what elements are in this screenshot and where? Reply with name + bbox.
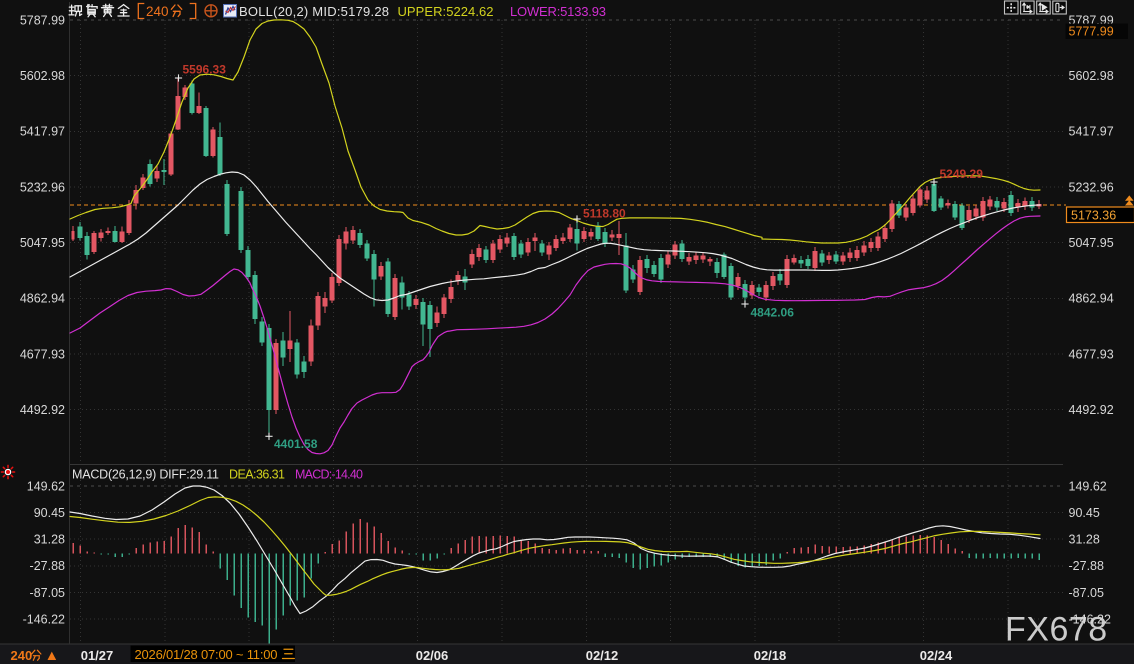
svg-text:5417.97: 5417.97 xyxy=(1069,125,1114,139)
svg-text:5777.99: 5777.99 xyxy=(1069,25,1114,39)
svg-text:4842.06: 4842.06 xyxy=(751,306,795,320)
svg-text:4862.94: 4862.94 xyxy=(20,292,65,306)
svg-text:5249.29: 5249.29 xyxy=(940,167,984,181)
svg-text:BOLL(20,2) MID:5179.28: BOLL(20,2) MID:5179.28 xyxy=(239,4,389,19)
svg-text:-146.22: -146.22 xyxy=(1069,612,1111,626)
svg-text:LOWER:5133.93: LOWER:5133.93 xyxy=(510,4,606,19)
svg-text:4492.92: 4492.92 xyxy=(1069,403,1114,417)
svg-text:4492.92: 4492.92 xyxy=(20,403,65,417)
svg-text:4677.93: 4677.93 xyxy=(20,347,65,361)
svg-text:MACD(26,12,9) DIFF:29.11: MACD(26,12,9) DIFF:29.11 xyxy=(72,468,219,482)
svg-text:240: 240 xyxy=(146,4,169,19)
svg-text:-27.88: -27.88 xyxy=(30,559,65,573)
svg-text:DEA:36.31: DEA:36.31 xyxy=(229,468,285,482)
svg-text:FX678: FX678 xyxy=(1005,611,1108,649)
svg-text:-87.05: -87.05 xyxy=(1069,586,1104,600)
svg-text:UPPER:5224.62: UPPER:5224.62 xyxy=(398,4,494,19)
svg-text:5118.80: 5118.80 xyxy=(583,206,626,220)
svg-text:5047.95: 5047.95 xyxy=(20,236,65,250)
svg-text:-27.88: -27.88 xyxy=(1069,559,1104,573)
svg-text:4677.93: 4677.93 xyxy=(1069,347,1114,361)
svg-text:149.62: 149.62 xyxy=(27,479,65,493)
svg-text:2026/01/28 07:00 ~ 11:00: 2026/01/28 07:00 ~ 11:00 xyxy=(135,647,278,662)
svg-text:5417.97: 5417.97 xyxy=(20,125,65,139)
svg-text:5602.98: 5602.98 xyxy=(20,69,65,83)
svg-text:31.28: 31.28 xyxy=(1069,533,1100,547)
svg-text:240: 240 xyxy=(11,648,33,663)
svg-text:02/18: 02/18 xyxy=(754,648,787,663)
svg-text:4401.58: 4401.58 xyxy=(274,437,318,451)
svg-text:5602.98: 5602.98 xyxy=(1069,69,1114,83)
svg-text:90.45: 90.45 xyxy=(1069,506,1100,520)
svg-text:5787.99: 5787.99 xyxy=(20,13,65,27)
svg-text:5173.36: 5173.36 xyxy=(1071,208,1116,222)
svg-text:5596.33: 5596.33 xyxy=(183,63,227,77)
svg-text:02/24: 02/24 xyxy=(920,648,953,663)
svg-text:-87.05: -87.05 xyxy=(30,586,65,600)
svg-text:5232.96: 5232.96 xyxy=(20,180,65,194)
svg-text:02/12: 02/12 xyxy=(586,648,619,663)
svg-text:-146.22: -146.22 xyxy=(23,612,65,626)
svg-text:5047.95: 5047.95 xyxy=(1069,236,1114,250)
svg-text:31.28: 31.28 xyxy=(34,533,65,547)
svg-text:5232.96: 5232.96 xyxy=(1069,180,1114,194)
svg-text:90.45: 90.45 xyxy=(34,506,65,520)
svg-text:01/27: 01/27 xyxy=(81,648,114,663)
svg-text:MACD:-14.40: MACD:-14.40 xyxy=(295,468,363,482)
svg-text:149.62: 149.62 xyxy=(1069,479,1107,493)
svg-text:02/06: 02/06 xyxy=(416,648,449,663)
svg-text:4862.94: 4862.94 xyxy=(1069,292,1114,306)
